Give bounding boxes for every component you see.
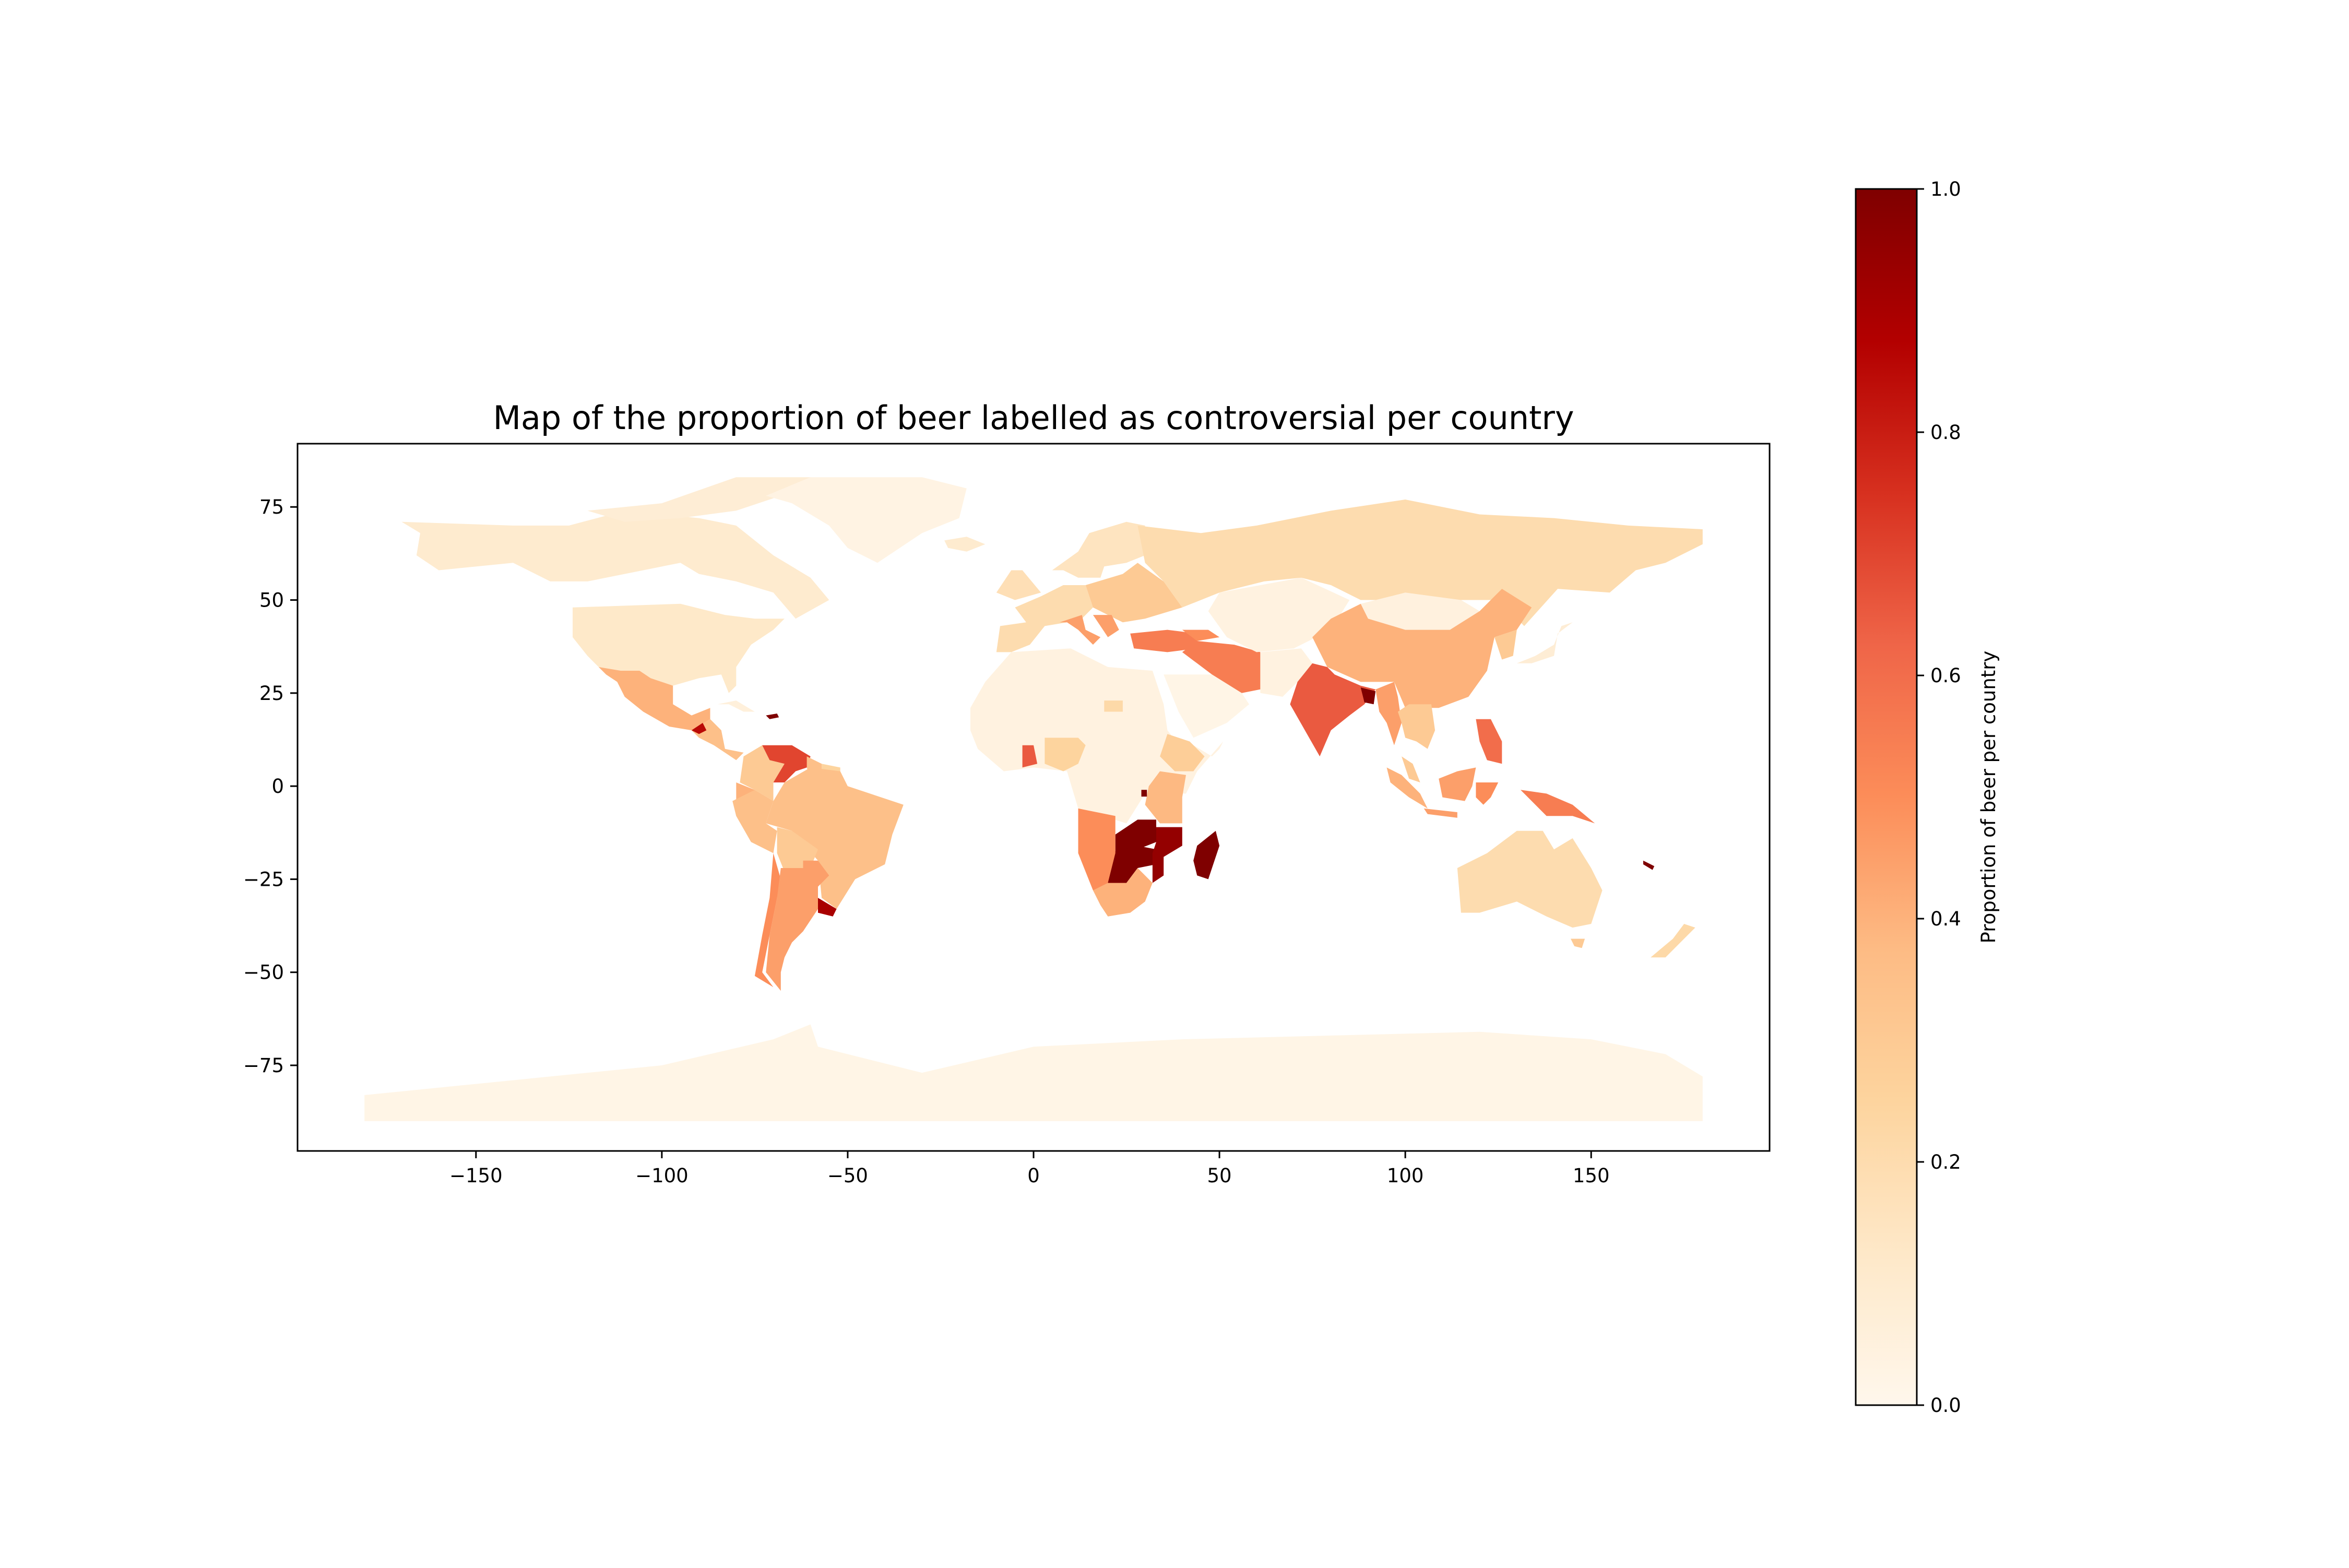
region-brazil bbox=[766, 767, 904, 909]
region-cuba bbox=[717, 700, 755, 712]
region-eastern-europe bbox=[1085, 563, 1182, 623]
region-korea-and-japan bbox=[1494, 629, 1517, 660]
region-caucasus bbox=[1182, 629, 1220, 641]
x-tick-label: −150 bbox=[449, 1165, 503, 1187]
y-tick-label: −75 bbox=[243, 1054, 284, 1077]
region-new-zealand bbox=[1651, 924, 1695, 958]
x-tick-label: 0 bbox=[1027, 1165, 1040, 1187]
y-tick-label: 25 bbox=[259, 682, 284, 705]
region-balkans bbox=[1093, 615, 1119, 637]
x-tick-label: −50 bbox=[827, 1165, 868, 1187]
region-canadian-arctic-islands bbox=[587, 477, 811, 522]
y-tick-label: −25 bbox=[243, 868, 284, 890]
region-ghana bbox=[1022, 745, 1038, 768]
region-north-america-north- bbox=[401, 510, 829, 619]
region-mongolia bbox=[1360, 592, 1480, 630]
region-borneo bbox=[1439, 767, 1476, 801]
region-myanmar bbox=[1375, 682, 1402, 745]
region-bangladesh bbox=[1360, 687, 1376, 705]
region-new-caledonia bbox=[1643, 860, 1655, 870]
region-libya bbox=[1104, 700, 1123, 712]
region-antarctica bbox=[364, 1024, 1703, 1121]
x-tick-label: 50 bbox=[1207, 1165, 1232, 1187]
region-south-africa bbox=[1093, 868, 1153, 917]
region-java bbox=[1423, 808, 1457, 818]
region-arabian-peninsula bbox=[1164, 674, 1249, 738]
region-turkey bbox=[1130, 629, 1197, 652]
region-scandinavia bbox=[1052, 521, 1145, 578]
x-axis: −150 −100 −50 0 50 100 150 bbox=[449, 1151, 1609, 1187]
y-tick-label: 75 bbox=[259, 496, 284, 518]
region-botswana-and-zimbabwe bbox=[1108, 846, 1156, 883]
region-japan bbox=[1516, 622, 1573, 663]
region-uruguay bbox=[818, 898, 837, 917]
region-namibia-and-angola bbox=[1078, 808, 1116, 890]
region-russia bbox=[1137, 500, 1703, 626]
region-malay-peninsula bbox=[1402, 756, 1420, 782]
region-mozambique-and-malawi bbox=[1152, 827, 1182, 883]
region-mainland-southeast-asia bbox=[1397, 704, 1436, 749]
region-chile bbox=[754, 853, 781, 988]
colorbar-tick-label: 0.2 bbox=[1930, 1151, 1961, 1173]
chart-title: Map of the proportion of beer labelled a… bbox=[493, 399, 1574, 437]
region-madagascar bbox=[1193, 830, 1220, 880]
colorbar-tick-label: 0.8 bbox=[1930, 421, 1961, 444]
x-tick-label: 150 bbox=[1573, 1165, 1610, 1187]
region-china bbox=[1312, 589, 1532, 708]
region-iran-and-iraq bbox=[1182, 641, 1261, 693]
region-nigeria bbox=[1045, 738, 1086, 771]
region-guatemala bbox=[691, 722, 707, 734]
region-australia bbox=[1457, 830, 1603, 928]
region-afghanistan-and-pakistan bbox=[1260, 648, 1313, 697]
region-sulawesi bbox=[1476, 782, 1499, 805]
region-ethiopia bbox=[1160, 734, 1205, 771]
y-axis: 75 50 25 0 −25 −50 −75 bbox=[243, 496, 298, 1077]
region-india bbox=[1290, 663, 1376, 757]
x-tick-label: 100 bbox=[1387, 1165, 1424, 1187]
region-argentina bbox=[766, 868, 818, 991]
colorbar-tick-label: 0.0 bbox=[1930, 1394, 1961, 1417]
x-tick-label: −100 bbox=[635, 1165, 689, 1187]
region-tasmania bbox=[1571, 939, 1585, 948]
colorbar-tick-label: 0.4 bbox=[1930, 908, 1961, 930]
region-philippines bbox=[1476, 719, 1502, 764]
region-new-guinea bbox=[1520, 790, 1595, 824]
region-united-states bbox=[573, 603, 785, 693]
colorbar-tick-label: 0.6 bbox=[1930, 664, 1961, 687]
region-iceland bbox=[944, 537, 986, 552]
region-zambia bbox=[1115, 819, 1156, 853]
colorbar: 0.0 0.2 0.4 0.6 0.8 1.0 Proportion of beer pe… bbox=[1855, 178, 2000, 1417]
region-united-kingdom-and-ireland bbox=[996, 570, 1041, 600]
region-tanzania-and-kenya bbox=[1145, 771, 1186, 824]
colorbar-tick-label: 1.0 bbox=[1930, 178, 1961, 200]
region-central-asia bbox=[1208, 577, 1350, 652]
y-tick-label: 0 bbox=[271, 775, 284, 798]
colorbar-ticks: 0.0 0.2 0.4 0.6 0.8 1.0 bbox=[1917, 178, 1961, 1417]
region-dominican-republic bbox=[766, 714, 779, 719]
region-italy bbox=[1059, 615, 1101, 645]
region-sumatra bbox=[1386, 767, 1428, 809]
region-colombia bbox=[740, 745, 785, 801]
colorbar-gradient bbox=[1855, 188, 1918, 1406]
region-rwanda bbox=[1141, 790, 1147, 797]
region-venezuela bbox=[762, 745, 811, 782]
colorbar-label: Proportion of beer per country bbox=[1977, 651, 2000, 944]
region-greenland bbox=[766, 477, 967, 563]
region-western-europe bbox=[996, 585, 1093, 652]
y-tick-label: 50 bbox=[259, 589, 284, 612]
map-regions bbox=[364, 477, 1703, 1121]
y-tick-label: −50 bbox=[243, 961, 284, 984]
region-peru bbox=[732, 790, 777, 853]
region-mexico bbox=[598, 667, 710, 731]
